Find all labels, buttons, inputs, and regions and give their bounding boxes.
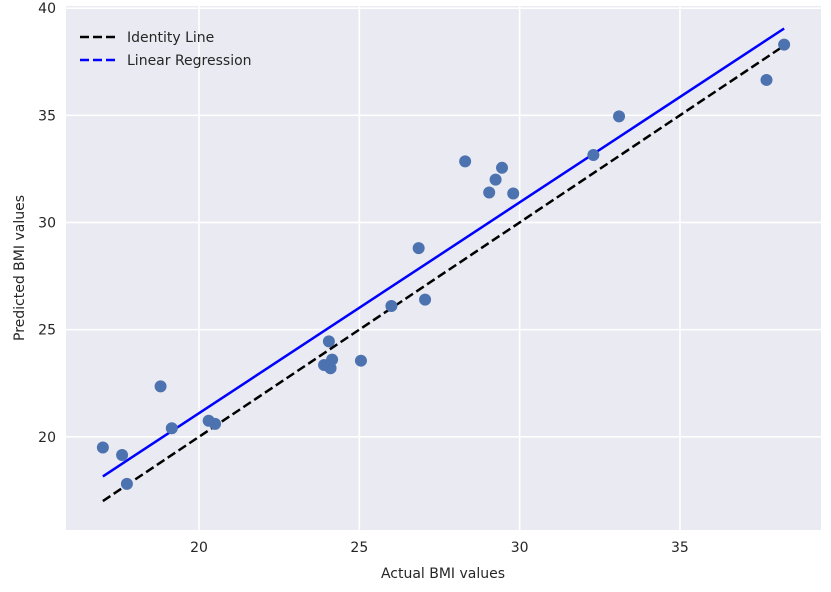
- legend-label-linear-regression: Linear Regression: [127, 53, 252, 69]
- data-point: [322, 335, 335, 348]
- data-point: [613, 110, 626, 123]
- data-point: [483, 186, 496, 199]
- y-tick-label-35: 35: [38, 108, 56, 124]
- y-tick-label-25: 25: [38, 323, 56, 339]
- x-axis-label: Actual BMI values: [381, 566, 505, 582]
- data-point: [354, 354, 367, 367]
- data-point: [116, 448, 129, 461]
- data-point: [489, 173, 502, 186]
- data-point: [412, 242, 425, 255]
- y-tick-labels: 20 25 30 35 40: [38, 1, 56, 446]
- y-tick-label-40: 40: [38, 1, 56, 17]
- x-tick-label-30: 30: [511, 540, 529, 556]
- data-point: [96, 441, 109, 454]
- data-point: [496, 161, 509, 174]
- data-point: [209, 417, 222, 430]
- y-axis-label: Predicted BMI values: [12, 195, 28, 341]
- series-line-linear-regression: [102, 27, 785, 478]
- data-point: [778, 38, 791, 51]
- y-tick-label-30: 30: [38, 215, 56, 231]
- data-point: [760, 73, 773, 86]
- legend-label-identity-line: Identity Line: [127, 30, 214, 46]
- data-point: [154, 380, 167, 393]
- data-point: [120, 477, 133, 490]
- x-tick-label-25: 25: [350, 540, 368, 556]
- data-point: [419, 293, 432, 306]
- data-point: [165, 422, 178, 435]
- legend: Identity Line Linear Regression: [80, 30, 252, 69]
- x-tick-labels: 20 25 30 35: [190, 540, 689, 556]
- data-point: [507, 187, 520, 200]
- x-tick-label-35: 35: [671, 540, 689, 556]
- data-point: [385, 300, 398, 313]
- y-tick-label-20: 20: [38, 430, 56, 446]
- data-point: [587, 148, 600, 161]
- data-point: [326, 353, 339, 366]
- x-tick-label-20: 20: [190, 540, 208, 556]
- data-point: [459, 155, 472, 168]
- points-layer: [96, 38, 791, 490]
- grid: [66, 6, 821, 530]
